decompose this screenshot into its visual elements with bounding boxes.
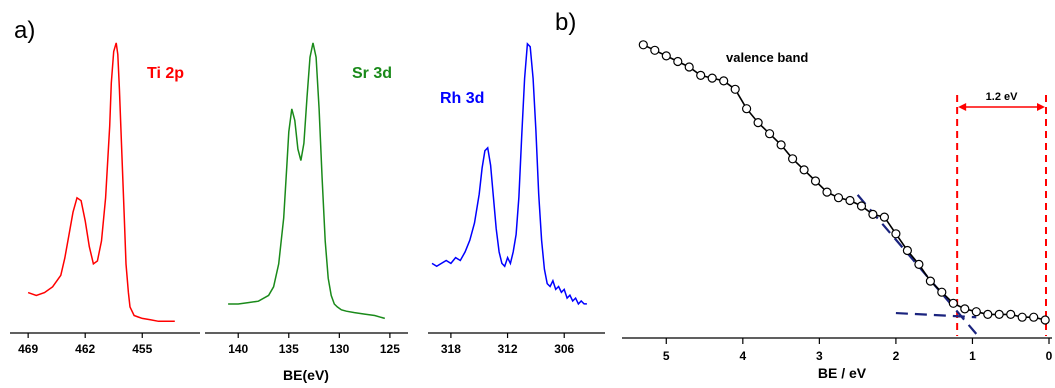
vb-point <box>1006 309 1016 319</box>
vb-point <box>845 195 855 206</box>
fit-line-2 <box>895 311 977 319</box>
vb-tick-label-0: 0 <box>1046 349 1053 363</box>
ti-tick-label-455: 455 <box>132 342 152 356</box>
rh-tick-label-312: 312 <box>498 342 518 356</box>
rh-ticks: 318 312 306 <box>441 333 575 356</box>
panel-label-b: b) <box>555 9 576 36</box>
vb-point <box>902 245 913 256</box>
panel-a-x-axis-title: BE(eV) <box>283 367 329 383</box>
vb-point <box>741 104 752 114</box>
vb-point <box>661 51 671 61</box>
vb-point <box>994 309 1004 319</box>
ti-2p-spectrum-line <box>27 42 175 323</box>
vb-point <box>891 229 901 239</box>
sr-tick-label-140: 140 <box>228 342 248 356</box>
ti-2p-panel: Ti 2p 469 462 455 <box>10 42 200 356</box>
sr-tick-label-125: 125 <box>380 342 400 356</box>
sr-3d-label: Sr 3d <box>352 65 392 82</box>
rh-3d-panel: Rh 3d 318 312 306 <box>428 42 605 356</box>
sr-3d-spectrum-line <box>228 42 386 320</box>
rh-3d-label: Rh 3d <box>440 90 484 107</box>
vb-point <box>673 56 683 67</box>
valence-band-points <box>638 40 1050 325</box>
rh-3d-spectrum-line <box>431 42 587 306</box>
vb-point <box>787 154 798 164</box>
gap-arrow-head-left <box>958 103 967 111</box>
rh-tick-label-306: 306 <box>554 342 574 356</box>
vb-point <box>764 129 775 139</box>
sr-tick-label-130: 130 <box>329 342 349 356</box>
vb-point <box>719 76 729 86</box>
fit-line-1 <box>856 194 978 335</box>
vb-tick-label-5: 5 <box>663 349 670 363</box>
vb-point <box>696 70 706 81</box>
ti-2p-label: Ti 2p <box>147 65 184 82</box>
vb-ticks: 5 4 3 2 1 0 <box>663 338 1053 363</box>
rh-tick-label-318: 318 <box>441 342 461 356</box>
gap-arrow-head-right <box>1037 103 1045 111</box>
sr-ticks: 140 135 130 125 <box>228 333 400 356</box>
vb-point <box>776 140 786 150</box>
vb-point <box>730 84 740 94</box>
vb-point <box>1017 312 1027 322</box>
vb-point <box>638 40 648 50</box>
vb-point <box>948 298 958 308</box>
vb-tick-label-4: 4 <box>739 349 746 363</box>
vb-point <box>1029 312 1039 322</box>
vb-point <box>983 309 993 319</box>
vb-point <box>925 276 936 286</box>
vb-point <box>684 62 694 72</box>
vb-point <box>856 201 867 211</box>
vb-point <box>799 165 809 175</box>
vb-point <box>822 187 832 197</box>
valence-band-panel: 5 4 3 2 1 0 BE / eV 1.2 eV valence band <box>622 40 1053 381</box>
vb-point <box>1040 315 1050 325</box>
vb-point <box>753 117 763 128</box>
vb-point <box>960 304 970 314</box>
panel-b-x-axis-title: BE / eV <box>818 365 867 381</box>
gap-value-label: 1.2 eV <box>986 91 1018 103</box>
vb-tick-label-2: 2 <box>893 349 900 363</box>
ti-tick-label-469: 469 <box>18 342 38 356</box>
panel-label-a: a) <box>14 17 35 44</box>
vb-point <box>879 212 890 222</box>
ti-tick-label-462: 462 <box>75 342 95 356</box>
sr-tick-label-135: 135 <box>279 342 299 356</box>
valence-band-line <box>642 44 1046 321</box>
sr-3d-panel: Sr 3d 140 135 130 125 BE(eV) <box>205 42 408 383</box>
vb-point <box>833 193 844 203</box>
valence-band-label: valence band <box>726 50 808 65</box>
vb-point <box>810 176 821 186</box>
vb-point <box>914 259 924 269</box>
vb-point <box>650 45 660 55</box>
vb-tick-label-3: 3 <box>816 349 823 363</box>
vb-point <box>971 307 981 317</box>
linear-fit-lines <box>856 194 978 335</box>
ti-ticks: 469 462 455 <box>18 333 153 356</box>
vb-point <box>707 73 717 83</box>
vb-tick-label-1: 1 <box>969 349 976 363</box>
vb-point <box>937 287 947 297</box>
vb-point <box>868 209 878 219</box>
